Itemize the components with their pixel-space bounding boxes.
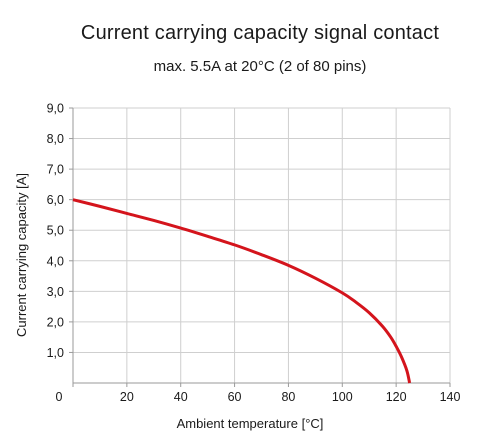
y-tick-label: 9,0 <box>47 102 64 116</box>
y-tick-label: 3,0 <box>47 285 64 299</box>
tick-labels: 1,0 2,0 3,0 4,0 5,0 6,0 7,0 8,0 9,0 0 20 40 60 80 100 1… <box>47 102 461 405</box>
x-tick-label: 140 <box>440 390 461 404</box>
x-axis-label: Ambient temperature [°C] <box>177 416 324 431</box>
axes <box>69 107 451 387</box>
grid <box>73 107 451 383</box>
x-tick-label: 40 <box>174 390 188 404</box>
series-layer <box>72 198 412 384</box>
x-tick-label: 20 <box>120 390 134 404</box>
y-tick-label: 2,0 <box>47 315 64 329</box>
y-tick-label: 1,0 <box>47 346 64 360</box>
x-tick-label: 80 <box>281 390 295 404</box>
x-tick-label: 100 <box>332 390 353 404</box>
x-tick-label: 0 <box>56 390 63 404</box>
y-axis-label: Current carrying capacity [A] <box>14 173 29 337</box>
y-tick-label: 7,0 <box>47 163 64 177</box>
chart-title: Current carrying capacity signal contact <box>80 22 440 44</box>
y-tick-label: 5,0 <box>47 224 64 238</box>
y-tick-label: 8,0 <box>47 132 64 146</box>
series-line <box>72 198 412 384</box>
x-tick-label: 60 <box>228 390 242 404</box>
chart-subtitle: max. 5.5A at 20°C (2 of 80 pins) <box>153 58 367 75</box>
y-tick-label: 4,0 <box>47 254 64 268</box>
x-tick-label: 120 <box>386 390 407 404</box>
y-tick-label: 6,0 <box>47 193 64 207</box>
